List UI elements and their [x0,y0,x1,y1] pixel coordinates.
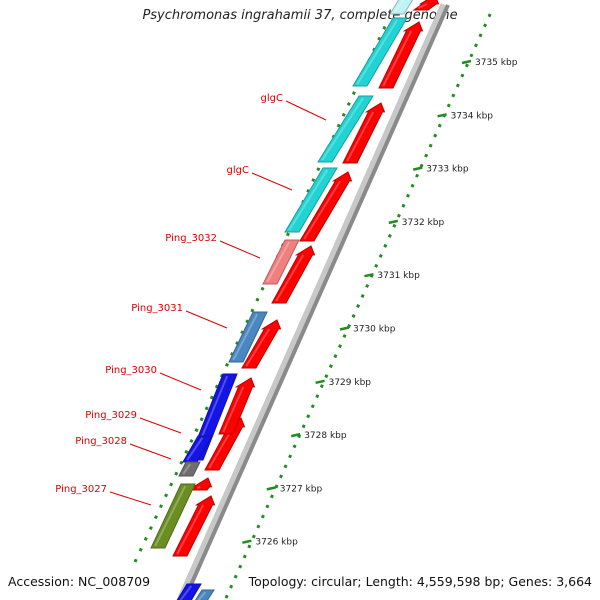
scale-tick-mark [461,59,472,65]
forward-gene-blue [176,583,202,600]
forward-gene-olive-highlight [154,485,187,547]
scale-tick-mark [412,166,423,171]
scale-tick-label: 3732 kbp [402,218,445,228]
reverse-gene [342,102,386,164]
forward-gene-blue-highlight [186,437,204,461]
forward-gene-steel-blue [194,589,215,600]
reverse-gene [378,21,424,89]
forward-gene-cyan [317,95,374,163]
scale-tick-label: 3730 kbp [353,325,396,335]
forward-gene-cyan-highlight [321,97,365,161]
forward-gene-steel-blue-highlight [197,591,207,600]
gene-label-leader [159,372,202,391]
forward-gene-blue-highlight [179,585,192,600]
backbone-shadow [176,3,450,600]
scale-tick-label: 3734 kbp [451,111,494,121]
gene-label-leader [219,240,261,259]
forward-gene-cyan [284,167,338,233]
scale-tick-label: 3731 kbp [377,271,420,281]
map-title: Psychromonas ingrahamii 37, complete gen… [142,8,458,23]
reverse-gene [241,319,282,369]
gene-label: glgC [261,93,283,104]
gene-label: Ping_3027 [55,484,107,495]
forward-gene-cyan [389,0,414,15]
scale-tick-label: 3727 kbp [280,484,323,494]
gene-label-leader [285,100,327,121]
reverse-gene-highlight [346,111,375,162]
gene-label: Ping_3030 [105,365,157,376]
reverse-gene [412,0,440,11]
scale-tick-mark [388,219,399,225]
gene-label-leader [109,491,152,506]
forward-gene-cyan-highlight [288,169,329,231]
scale-tick-mark [242,539,252,544]
reverse-gene-highlight [222,386,245,433]
gene-label: Ping_3031 [131,303,183,314]
scale-tick-mark [339,326,350,331]
reverse-gene [172,495,216,557]
scale-ruler: 3735 kbp 3734 kbp 3733 kbp 3732 kbp 3731 kbp… [133,9,518,599]
genome-summary-text: Topology: circular; Length: 4,559,598 bp… [248,574,592,589]
gene-label-leader [251,172,293,191]
reverse-gene-highlight [245,328,271,367]
forward-gene-cyan [352,17,408,87]
forward-gene-salmon-highlight [266,241,291,283]
gene-label: glgC [227,165,249,176]
backbone-line [182,4,450,600]
reverse-gene [218,377,256,435]
reverse-gene-highlight [382,30,413,87]
gene-label-leader [129,443,172,460]
scale-tick-label: 3735 kbp [475,58,518,68]
scale-tick-label: 3728 kbp [304,431,347,441]
forward-gene-steel-blue [228,311,268,363]
scale-tick-label: 3733 kbp [426,165,469,175]
forward-gene-olive [150,483,196,549]
reverse-gene [299,171,353,242]
accession-text: Accession: NC_008709 [8,574,151,589]
genome-backbone [176,3,450,600]
gene-label: Ping_3028 [75,436,127,447]
scale-tick-mark [364,272,374,278]
scale-tick-mark [266,486,277,491]
scale-tick-mark [290,432,301,438]
forward-gene-cyan-highlight [356,19,399,85]
reverse-gene-highlight [196,486,201,489]
gene-label: Ping_3029 [85,410,137,421]
forward-gene-gray-highlight [182,463,192,475]
gene-label: Ping_3032 [165,233,217,244]
forward-gene-gray [178,461,201,477]
scale-tick-mark [437,113,447,118]
reverse-gene-highlight [417,3,428,9]
scale-tick-label: 3726 kbp [255,538,298,548]
reverse-gene [271,245,316,304]
forward-gene-steel-blue-highlight [232,313,259,361]
gene-label-leader [185,310,228,329]
gene-label-leader [139,417,182,434]
reverse-gene-highlight [176,504,205,555]
reverse-gene-highlight [275,254,305,302]
scale-tick-label: 3729 kbp [329,378,372,388]
gene-labels: glgC glgC Ping_3032 Ping_3031 Ping_3030 Ping_… [55,93,327,506]
reverse-gene [191,477,213,491]
forward-gene-cyan-highlight [393,0,405,13]
scale-tick-mark [315,379,325,385]
forward-gene-salmon [262,239,300,285]
gene-track [150,0,440,600]
reverse-gene-highlight [303,180,342,240]
